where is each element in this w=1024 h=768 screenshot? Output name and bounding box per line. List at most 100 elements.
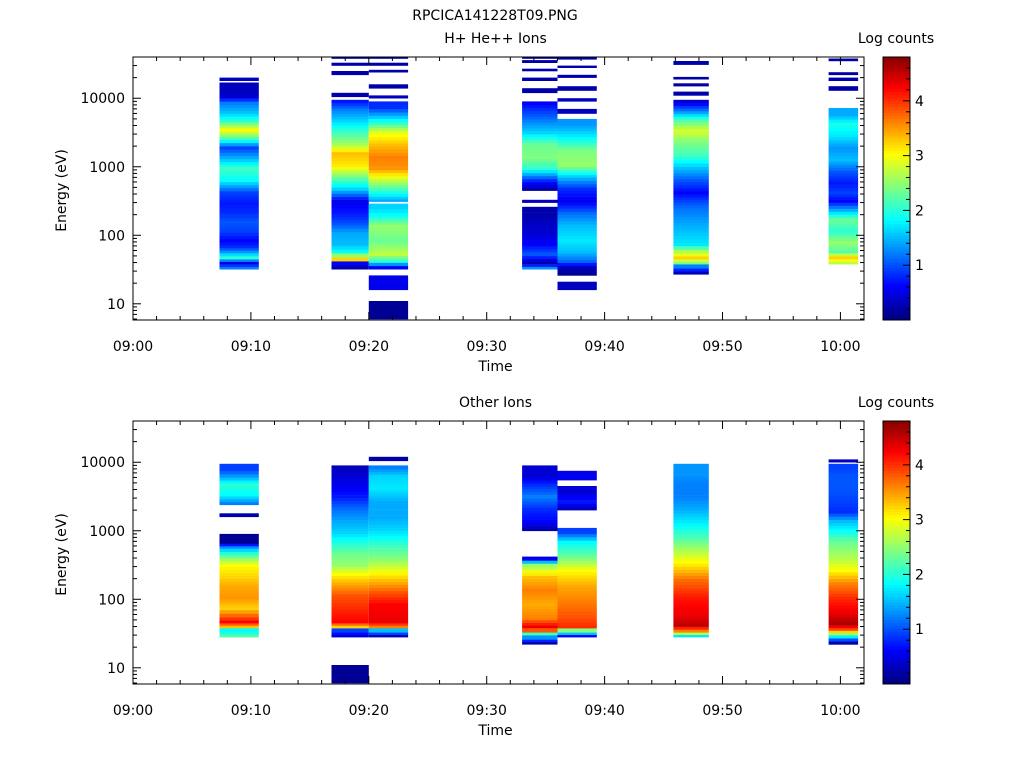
y-tick-label: 100: [98, 592, 125, 608]
spectrogram-cell: [219, 566, 259, 570]
y-tick-label: 10: [107, 661, 125, 677]
spectrogram-cell: [331, 585, 369, 589]
colorbar-cell: [883, 514, 910, 518]
colorbar-cell: [883, 505, 910, 510]
spectrogram-cell: [673, 483, 709, 487]
spectrogram-cell: [368, 554, 409, 557]
spectrogram-cell: [331, 202, 369, 206]
spectrogram-cell: [673, 166, 709, 171]
spectrogram-cell: [368, 316, 409, 320]
spectrogram-cell: [219, 191, 259, 195]
colorbar-cell: [883, 672, 910, 676]
colorbar-cell: [883, 279, 910, 283]
spectrogram-cell: [828, 459, 859, 463]
colorbar-cell: [883, 68, 910, 73]
colorbar-cell: [883, 317, 910, 321]
colorbar-cell: [883, 97, 910, 102]
spectrogram-cell: [219, 489, 259, 494]
spectrogram-cell: [522, 614, 558, 618]
spectrogram-cell: [828, 466, 859, 470]
colorbar-cell: [883, 293, 910, 298]
spectrogram-cell: [368, 477, 409, 481]
spectrogram-cell: [828, 235, 859, 239]
colorbar-cell: [883, 640, 910, 644]
spectrogram-cell: [219, 607, 259, 611]
spectrogram-cell: [331, 257, 369, 262]
spectrogram-cell: [331, 261, 369, 265]
x-tick-label: 09:50: [702, 339, 742, 355]
colorbar-cell: [883, 502, 910, 507]
colorbar-cell: [883, 80, 910, 84]
x-tick-label: 09:30: [467, 339, 507, 355]
spectrogram-cell: [219, 241, 259, 246]
spectrogram-panel: 10 100 1000 10000 09:00 09:10 09:20 09:30 09:40 0…: [54, 395, 934, 739]
spectrogram-cell: [219, 161, 259, 165]
spectrogram-cell: [828, 218, 859, 222]
spectrogram-cell: [219, 169, 259, 174]
spectrogram-cell: [522, 261, 558, 265]
spectrogram-cell: [522, 206, 558, 210]
spectrogram-cell: [522, 240, 558, 244]
spectrogram-block: [673, 463, 709, 638]
spectrogram-cell: [522, 632, 558, 636]
spectrogram-cell: [557, 208, 597, 212]
spectrogram-cell: [368, 310, 409, 314]
colorbar-cell: [883, 296, 910, 300]
spectrogram-cell: [557, 164, 597, 168]
spectrogram-cell: [557, 247, 597, 251]
spectrogram-cell: [368, 614, 409, 618]
spectrogram-cell: [219, 259, 259, 262]
spectrogram-cell: [368, 209, 409, 213]
colorbar-cell: [883, 570, 910, 574]
spectrogram-cell: [557, 617, 597, 621]
spectrogram-cell: [673, 202, 709, 206]
colorbar-cell: [883, 185, 910, 189]
spectrogram-cell: [219, 554, 259, 559]
spectrogram-cell: [828, 184, 859, 189]
spectrogram-cell: [331, 616, 369, 621]
spectrogram-cell: [828, 605, 859, 609]
spectrogram-cell: [557, 581, 597, 585]
spectrogram-cell: [828, 513, 859, 517]
colorbar-cell: [883, 494, 910, 498]
spectrogram-cell: [828, 543, 859, 547]
spectrogram-cell: [557, 506, 597, 511]
colorbar-cell: [883, 482, 910, 486]
spectrogram-cell: [331, 501, 369, 505]
spectrogram-block: [522, 57, 558, 270]
spectrogram-cell: [673, 196, 709, 200]
colorbar-cell: [883, 232, 910, 236]
colorbar-cell: [883, 546, 910, 550]
spectrogram-cell: [673, 566, 709, 570]
spectrogram-cell: [557, 569, 597, 573]
spectrogram-cell: [557, 183, 597, 188]
spectrogram-cell: [557, 489, 597, 494]
spectrogram-cell: [828, 569, 859, 573]
spectrogram-cell: [557, 552, 597, 556]
spectrogram-cell: [828, 531, 859, 535]
x-tick-label: 10:00: [820, 703, 860, 719]
spectrogram-cell: [673, 235, 709, 240]
spectrogram-cell: [331, 125, 369, 129]
spectrogram-cell: [331, 134, 369, 138]
spectrogram-cell: [673, 83, 709, 87]
spectrogram-cell: [522, 525, 558, 529]
colorbar-cell: [883, 162, 910, 166]
spectrogram-cell: [557, 584, 597, 588]
spectrogram-cell: [331, 146, 369, 150]
spectrogram-cell: [331, 245, 369, 250]
spectrogram-cell: [219, 164, 259, 168]
spectrogram-cell: [557, 146, 597, 150]
spectrogram-cell: [368, 219, 409, 223]
colorbar-cell: [883, 71, 910, 75]
spectrogram-cell: [522, 122, 558, 126]
colorbar-label: Log counts: [858, 395, 934, 411]
colorbar-cell: [883, 314, 910, 318]
spectrogram-cell: [368, 69, 409, 73]
spectrogram-cell: [331, 575, 369, 580]
spectrogram-cell: [522, 258, 558, 262]
x-tick-label: 09:00: [113, 339, 153, 355]
spectrogram-cell: [368, 196, 409, 200]
spectrogram-cell: [331, 180, 369, 185]
spectrogram-cell: [673, 472, 709, 476]
